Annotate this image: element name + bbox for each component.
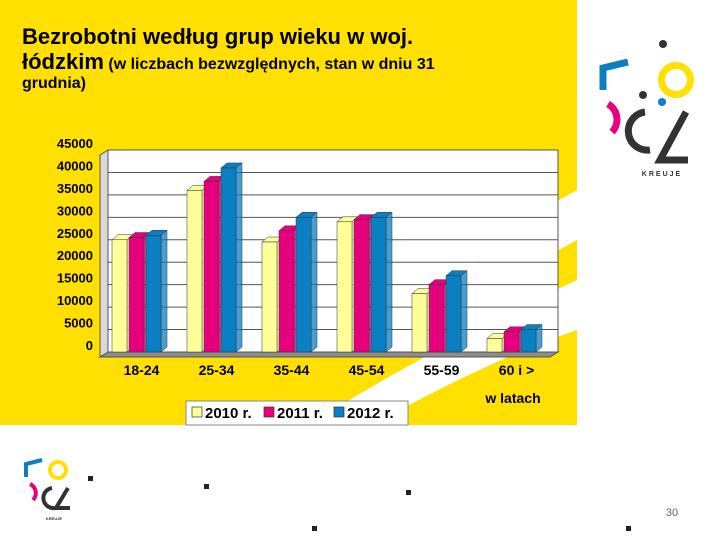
- y-tick-label: 30000: [57, 203, 93, 218]
- legend-swatch: [263, 406, 275, 418]
- legend-label: 2012 r.: [347, 405, 394, 422]
- kreuje-logo-small: KREUJE: [24, 458, 70, 521]
- bar-front: [520, 329, 537, 353]
- legend-swatch: [333, 406, 345, 418]
- logo-text: KREUJE: [642, 171, 682, 178]
- bar-front: [428, 284, 445, 353]
- logo-yellow-circle: [658, 62, 694, 98]
- bar-front: [445, 275, 462, 353]
- x-axis-ticks: 18-24 25-34 35-44 45-54 55-59 60 i >: [124, 362, 535, 378]
- decor-dot-1: [88, 476, 93, 481]
- x-tick-label: 18-24: [124, 362, 160, 378]
- bar-side: [460, 270, 468, 353]
- small-logo-blue-stroke: [24, 458, 43, 477]
- page-number: 30: [665, 507, 679, 519]
- legend-swatch: [191, 406, 203, 418]
- bar-side: [160, 229, 168, 353]
- legend: 2010 r. 2011 r. 2012 r.: [185, 400, 409, 426]
- x-tick-label: 60 i >: [499, 362, 534, 378]
- x-axis-label: w latach: [484, 390, 540, 406]
- gridlines: [108, 149, 558, 331]
- bar-side: [385, 211, 393, 353]
- logo-blue-stroke: [599, 58, 629, 90]
- decor-dot-4: [312, 526, 317, 531]
- logo-dot-2: [639, 91, 647, 99]
- bar-55-59-2012 r.: [445, 270, 468, 353]
- plot-back-wall: [107, 149, 559, 353]
- y-tick-label: 25000: [57, 226, 93, 241]
- y-tick-label: 45000: [57, 136, 93, 151]
- small-logo-dark-z: [52, 486, 70, 510]
- small-logo-text: KREUJE: [46, 516, 63, 521]
- y-tick-label: 15000: [57, 271, 93, 286]
- legend-label: 2010 r.: [205, 405, 252, 422]
- bar-front: [295, 217, 312, 353]
- bar-side: [310, 211, 318, 353]
- x-tick-label: 45-54: [349, 362, 385, 378]
- bar-front: [336, 221, 353, 353]
- slide-title: Bezrobotni według grup wieku w woj. łódz…: [22, 24, 582, 93]
- small-logo-pink-arc: [28, 482, 38, 502]
- bar-18-24-2012 r.: [145, 229, 168, 353]
- decor-dot-2: [204, 484, 209, 489]
- y-tick-label: 5000: [64, 316, 93, 331]
- bar-front: [128, 237, 145, 353]
- x-tick-label: 25-34: [199, 362, 235, 378]
- bar-front: [411, 293, 428, 353]
- y-tick-label: 40000: [57, 158, 93, 173]
- bar-front: [145, 235, 162, 353]
- bar-front: [503, 331, 520, 353]
- legend-box: [185, 400, 409, 426]
- bar-side: [235, 162, 243, 353]
- title-line-2-main: łódzkim: [22, 49, 104, 75]
- bar-front: [261, 241, 278, 353]
- y-tick-label: 0: [86, 338, 93, 353]
- bar-front: [111, 239, 128, 353]
- title-line-1: Bezrobotni według grup wieku w woj.: [22, 24, 414, 49]
- small-logo-dark-arc: [41, 486, 56, 511]
- x-tick-label: 55-59: [424, 362, 460, 378]
- y-tick-label: 35000: [57, 181, 93, 196]
- y-axis-ticks: 0 5000 10000 15000 20000 25000 30000 35000 40000…: [57, 136, 93, 353]
- logo-dark-arc: [624, 108, 651, 154]
- bar-front: [278, 230, 295, 353]
- bars: [111, 162, 543, 353]
- x-tick-label: 35-44: [274, 362, 310, 378]
- decor-dot-3: [406, 490, 411, 495]
- logo-dark-z: [654, 110, 690, 164]
- bar-45-54-2012 r.: [370, 211, 393, 353]
- logo-dot-3: [658, 98, 666, 106]
- legend-label: 2011 r.: [277, 405, 323, 422]
- y-tick-label: 10000: [57, 293, 93, 308]
- bar-front: [186, 190, 203, 353]
- bar-25-34-2012 r.: [220, 162, 243, 353]
- bar-front: [370, 217, 387, 353]
- decor-dot-5: [626, 526, 631, 531]
- plot-side-wall: [99, 149, 109, 358]
- bar-35-44-2012 r.: [295, 211, 318, 353]
- bar-front: [353, 219, 370, 353]
- y-tick-label: 20000: [57, 248, 93, 263]
- logo-dot-1: [659, 40, 667, 48]
- small-logo-yellow-circle: [48, 460, 68, 480]
- kreuje-logo-large: KREUJE: [599, 40, 694, 178]
- title-line-3: grudnia): [22, 74, 86, 92]
- bar-60 i >-2012 r.: [520, 324, 543, 353]
- logo-pink-arc: [606, 100, 621, 135]
- bar-front: [486, 338, 503, 353]
- plot-area: [98, 149, 560, 358]
- plot-floor: [98, 351, 560, 358]
- bar-front: [220, 167, 237, 353]
- title-line-2-sub: (w liczbach bezwzględnych, stan w dniu 3…: [108, 56, 435, 74]
- bar-front: [203, 181, 220, 353]
